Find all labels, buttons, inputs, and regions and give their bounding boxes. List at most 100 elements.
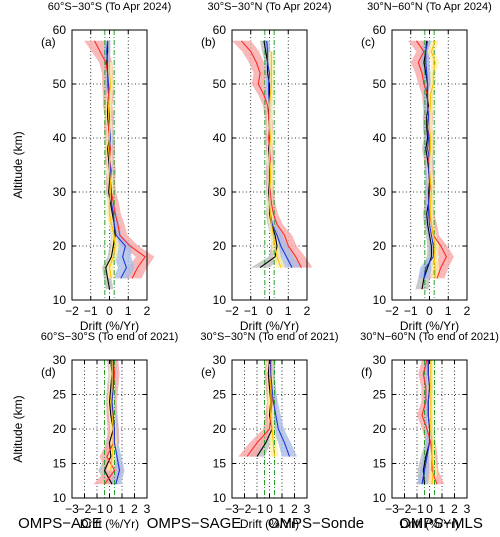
x-tick-label: −2 — [398, 502, 412, 516]
x-tick-label: 2 — [451, 502, 458, 516]
x-tick-label: 3 — [144, 502, 151, 516]
chart-title: 60°S−30°S (To end of 2021) — [41, 331, 179, 343]
y-tick-label: 20 — [373, 239, 387, 253]
series-line-mls — [108, 62, 116, 279]
panel-label: (a) — [41, 35, 56, 49]
panel-label: (f) — [361, 365, 372, 379]
y-tick-label: 10 — [373, 293, 387, 307]
y-tick-label: 30 — [213, 353, 227, 367]
x-tick-label: 1 — [279, 502, 286, 516]
y-tick-label: 20 — [373, 422, 387, 436]
chart-title: 30°N−60°N (To end of 2021) — [360, 331, 499, 343]
series-line-mls — [430, 360, 434, 485]
y-tick-label: 40 — [373, 131, 387, 145]
series-line-mls — [428, 40, 436, 279]
x-tick-label: 2 — [144, 304, 151, 318]
y-tick-label: 20 — [53, 422, 67, 436]
y-tick-label: 25 — [53, 388, 67, 402]
spread-band-mls — [266, 51, 286, 268]
x-tick-label: −1 — [84, 304, 98, 318]
y-tick-label: 50 — [213, 77, 227, 91]
x-tick-label: −1 — [250, 502, 264, 516]
y-axis-label: Altitude (km) — [11, 131, 25, 198]
x-tick-label: −2 — [225, 304, 239, 318]
y-tick-label: 30 — [213, 185, 227, 199]
x-tick-label: 0 — [266, 502, 273, 516]
series-line-sonde — [270, 360, 291, 457]
chart-panel-d: 60°S−30°S (To end of 2021) −3−2−1 0 1 2 3 10 15… — [11, 331, 178, 531]
y-tick-label: 10 — [53, 293, 67, 307]
y-tick-label: 25 — [213, 388, 227, 402]
chart-title: 30°S−30°N (To Apr 2024) — [207, 1, 331, 13]
x-tick-label: −2 — [65, 304, 79, 318]
x-tick-label: −1 — [244, 304, 258, 318]
y-tick-label: 10 — [213, 293, 227, 307]
panel-label: (b) — [201, 35, 216, 49]
x-tick-label: 3 — [464, 502, 471, 516]
chart-panel-b: 30°S−30°N (To Apr 2024) −2 −1 0 1 2 10 20 30 40 50… — [201, 1, 332, 333]
chart-title: 30°N−60°N (To Apr 2024) — [367, 1, 492, 13]
spread-band-sage — [417, 360, 445, 485]
x-tick-label: 0 — [106, 502, 113, 516]
legend-item-mls: OMPS−MLS — [399, 515, 483, 532]
panel-label: (d) — [41, 365, 56, 379]
chart-panel-e: 30°S−30°N (To end of 2021) −3−2−1 0 1 2 3 10 15… — [200, 331, 338, 531]
y-tick-label: 60 — [373, 23, 387, 37]
y-tick-label: 10 — [213, 491, 227, 505]
legend-item-sage: OMPS−SAGE — [147, 515, 242, 532]
x-tick-label: 2 — [304, 304, 311, 318]
series-line-sage — [415, 40, 448, 279]
y-tick-label: 20 — [213, 422, 227, 436]
y-tick-label: 15 — [213, 457, 227, 471]
y-tick-label: 25 — [373, 388, 387, 402]
x-tick-label: 2 — [291, 502, 298, 516]
x-tick-label: −3 — [225, 502, 239, 516]
chart-panel-a: 60°S−30°S (To Apr 2024) −2 −1 0 1 2 10 20 30 40 50… — [11, 1, 171, 333]
chart-panel-f: 30°N−60°N (To end of 2021) −3−2−1 0 1 2 3 10 15… — [360, 331, 499, 531]
x-tick-label: −2 — [238, 502, 252, 516]
x-tick-label: 0 — [426, 502, 433, 516]
y-tick-label: 10 — [373, 491, 387, 505]
y-tick-label: 50 — [373, 77, 387, 91]
y-tick-label: 20 — [213, 239, 227, 253]
x-tick-label: 0 — [426, 304, 433, 318]
y-tick-label: 40 — [213, 131, 227, 145]
x-tick-label: 1 — [125, 304, 132, 318]
series-line-sonde — [421, 360, 431, 485]
y-tick-label: 10 — [53, 491, 67, 505]
x-tick-label: 2 — [131, 502, 138, 516]
x-tick-label: 1 — [439, 502, 446, 516]
x-tick-label: −3 — [65, 502, 79, 516]
y-tick-label: 60 — [53, 23, 67, 37]
x-tick-label: −1 — [410, 502, 424, 516]
x-tick-label: 0 — [266, 304, 273, 318]
spread-band-mls — [426, 40, 439, 279]
y-tick-label: 15 — [53, 457, 67, 471]
chart-title: 30°S−30°N (To end of 2021) — [200, 331, 338, 343]
y-tick-label: 50 — [53, 77, 67, 91]
legend-item-ace: OMPS−ACE — [18, 515, 102, 532]
x-tick-label: 1 — [445, 304, 452, 318]
series-line-mls — [268, 360, 276, 457]
y-tick-label: 40 — [53, 131, 67, 145]
series-line-ace — [256, 359, 273, 457]
legend-item-sonde: OMPS−Sonde — [268, 515, 364, 532]
y-tick-label: 60 — [213, 23, 227, 37]
x-tick-label: 1 — [285, 304, 292, 318]
y-axis-label: Altitude (km) — [11, 395, 25, 462]
x-tick-label: 0 — [106, 304, 113, 318]
x-axis-label: Drift (%/Yr) — [400, 319, 459, 333]
y-tick-label: 30 — [53, 353, 67, 367]
y-tick-label: 30 — [373, 353, 387, 367]
x-axis-label: Drift (%/Yr) — [240, 517, 299, 531]
x-tick-label: 1 — [119, 502, 126, 516]
series-line-sage — [421, 359, 438, 485]
x-axis-label: Drift (%/Yr) — [240, 319, 299, 333]
series-line-sonde — [111, 360, 121, 485]
x-tick-label: 2 — [464, 304, 471, 318]
panel-label: (e) — [201, 365, 216, 379]
series-line-mls — [268, 51, 282, 268]
x-tick-label: −2 — [78, 502, 92, 516]
y-tick-label: 20 — [53, 239, 67, 253]
